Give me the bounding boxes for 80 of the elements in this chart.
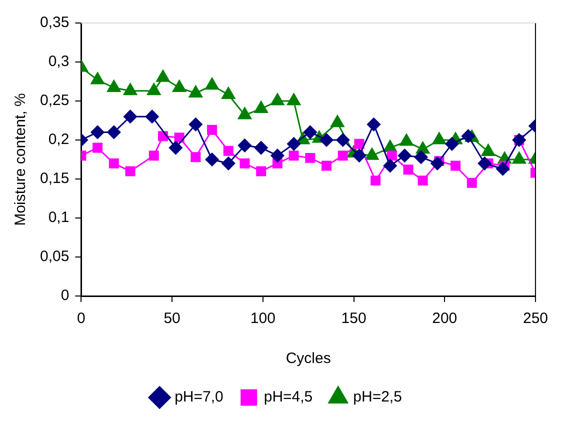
point	[156, 70, 170, 82]
point	[222, 156, 236, 170]
point	[205, 152, 219, 166]
point	[367, 118, 381, 132]
point	[445, 137, 459, 151]
point	[414, 150, 428, 164]
legend-label: pH=4,5	[264, 388, 313, 406]
point	[418, 176, 428, 186]
point	[90, 72, 104, 84]
point	[125, 166, 136, 176]
point	[450, 160, 461, 171]
x-axis-title: Cycles	[286, 350, 331, 368]
point	[303, 125, 317, 139]
point	[148, 150, 159, 161]
point	[383, 158, 397, 172]
x-tick-label: 250	[522, 310, 548, 328]
y-tick-label: 0,25	[40, 92, 70, 110]
point	[92, 142, 103, 153]
x-tick-label: 100	[250, 310, 276, 328]
point	[108, 158, 119, 168]
point	[270, 148, 284, 162]
point	[223, 146, 234, 156]
point	[400, 134, 414, 146]
x-tick-label: 0	[77, 310, 86, 328]
y-tick-label: 0,3	[48, 53, 70, 70]
point	[254, 141, 268, 155]
point	[222, 87, 236, 100]
point	[305, 152, 316, 163]
legend-label: pH=7,0	[174, 388, 224, 406]
point	[398, 148, 412, 162]
point	[238, 138, 252, 152]
point	[336, 133, 350, 147]
point	[190, 152, 201, 162]
point	[432, 132, 446, 144]
point	[123, 83, 138, 96]
point	[286, 93, 301, 106]
point	[205, 78, 219, 90]
x-tick-label: 50	[164, 310, 180, 328]
point	[124, 110, 138, 124]
legend-label: pH=2,5	[353, 388, 402, 406]
point	[330, 115, 344, 128]
point	[430, 156, 444, 170]
point	[287, 137, 301, 151]
point	[107, 80, 121, 92]
point	[147, 83, 161, 96]
point	[172, 80, 186, 92]
y-tick-label: 0,2	[48, 131, 70, 148]
point	[338, 150, 348, 161]
point	[254, 101, 268, 114]
point	[168, 141, 182, 155]
y-tick-label: 0,05	[40, 248, 70, 266]
point	[270, 93, 284, 106]
x-tick-label: 150	[341, 310, 366, 328]
point	[478, 156, 492, 170]
point	[466, 178, 477, 188]
point	[386, 150, 397, 161]
y-tick-label: 0,35	[40, 14, 70, 32]
y-tick-label: 0,15	[40, 170, 70, 188]
point	[496, 162, 510, 176]
point	[403, 164, 414, 175]
point	[352, 148, 366, 162]
point	[107, 125, 121, 139]
point	[240, 158, 250, 168]
point	[370, 176, 381, 186]
y-tick-label: 0	[60, 287, 70, 304]
point	[188, 118, 202, 132]
point	[145, 110, 159, 124]
point	[188, 85, 202, 98]
x-tick-label: 200	[432, 310, 458, 328]
point	[256, 166, 266, 176]
y-axis-title: Moisture content, %	[12, 93, 30, 226]
point	[322, 160, 332, 171]
y-tick-label: 0,1	[48, 209, 70, 226]
point	[354, 138, 364, 149]
point	[320, 133, 334, 147]
point	[238, 107, 252, 120]
point	[462, 129, 475, 143]
point	[288, 150, 299, 161]
point	[207, 124, 218, 135]
point	[90, 125, 104, 139]
